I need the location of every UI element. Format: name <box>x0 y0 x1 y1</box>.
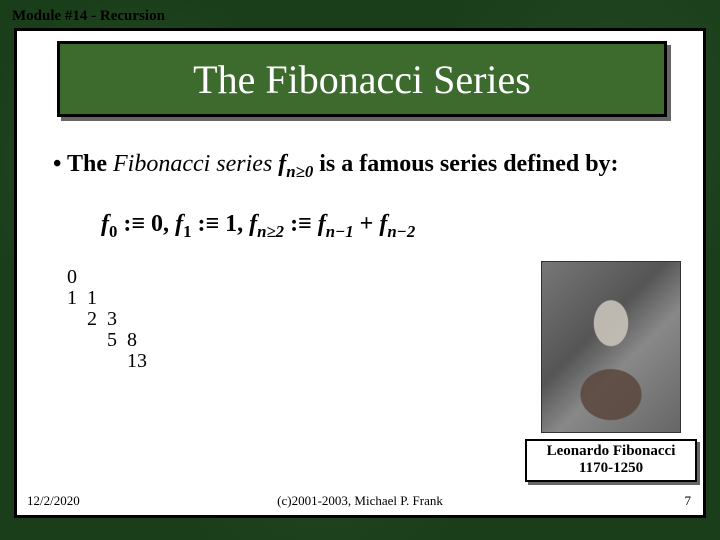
tree-row-2: 2 3 <box>67 309 147 330</box>
tree-row-3: 5 8 <box>67 330 147 351</box>
caption-dates: 1170-1250 <box>531 460 691 477</box>
fn-f: f <box>249 211 257 237</box>
tree-row-1: 1 1 <box>67 288 147 309</box>
slide-title: The Fibonacci Series <box>193 56 531 103</box>
bullet-prefix: • The <box>53 151 113 177</box>
slide-body: The Fibonacci Series • The Fibonacci ser… <box>14 28 706 518</box>
fn2-sub: n−2 <box>387 222 415 241</box>
f0-f: f <box>101 211 109 237</box>
f0-rhs: :≡ 0, <box>117 211 175 237</box>
tree-row-4: 13 <box>67 351 147 372</box>
definition-line: f0 :≡ 0, f1 :≡ 1, fn≥2 :≡ fn−1 + fn−2 <box>101 211 415 242</box>
bullet-text: • The Fibonacci series fn≥0 is a famous … <box>53 149 675 183</box>
title-box: The Fibonacci Series <box>57 41 667 117</box>
tree-row-0: 0 <box>67 267 147 288</box>
fibonacci-portrait <box>541 261 681 433</box>
fn1-f: f <box>318 211 326 237</box>
f1-rhs: :≡ 1, <box>191 211 249 237</box>
fn-rhs-a: :≡ <box>284 211 318 237</box>
f1-f: f <box>175 211 183 237</box>
series-sub: n≥0 <box>286 162 313 181</box>
fn-sub: n≥2 <box>257 222 284 241</box>
portrait-caption: Leonardo Fibonacci 1170-1250 <box>525 439 697 482</box>
fn1-sub: n−1 <box>326 222 354 241</box>
plus: + <box>354 211 380 237</box>
caption-name: Leonardo Fibonacci <box>531 443 691 460</box>
bullet-after: is a famous series defined by: <box>313 151 618 177</box>
footer-copyright: (c)2001-2003, Michael P. Frank <box>17 493 703 509</box>
bullet-italic-term: Fibonacci series <box>113 151 272 177</box>
fibonacci-sequence-tree: 0 1 1 2 3 5 8 13 <box>67 267 147 372</box>
footer-page-number: 7 <box>685 493 692 509</box>
module-label: Module #14 - Recursion <box>12 8 165 25</box>
